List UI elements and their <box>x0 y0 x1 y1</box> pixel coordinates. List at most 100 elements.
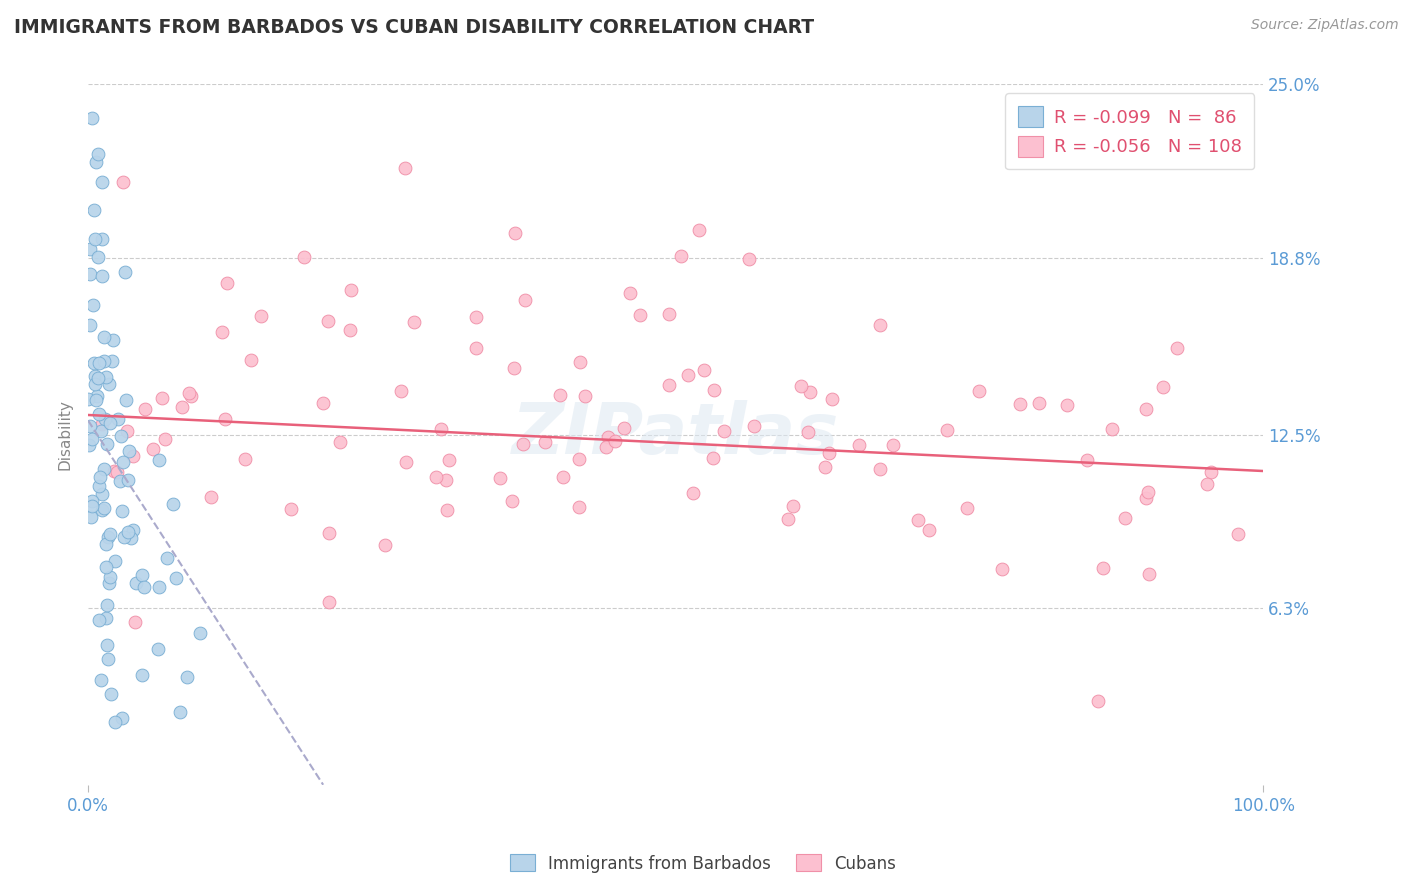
Point <box>464 310 486 324</box>
Legend: Immigrants from Barbados, Cubans: Immigrants from Barbados, Cubans <box>503 847 903 880</box>
Point <box>96 437 118 451</box>
Point <box>814 459 837 474</box>
Point <box>79 318 101 333</box>
Point <box>115 393 138 408</box>
Point <box>869 461 891 475</box>
Point <box>112 176 135 190</box>
Point <box>86 147 108 161</box>
Point <box>534 435 557 450</box>
Point <box>108 474 131 488</box>
Point <box>682 486 704 500</box>
Point <box>97 376 120 391</box>
Point <box>339 323 361 337</box>
Point <box>233 451 256 466</box>
Point <box>170 400 193 414</box>
Point <box>125 576 148 591</box>
Text: ZIPatlas: ZIPatlas <box>512 401 839 469</box>
Point <box>84 392 107 407</box>
Point <box>169 705 191 719</box>
Point <box>82 298 104 312</box>
Point <box>120 531 142 545</box>
Point <box>93 354 115 368</box>
Point <box>603 434 626 449</box>
Point <box>1227 527 1250 541</box>
Point <box>89 470 111 484</box>
Point <box>121 524 143 538</box>
Point <box>429 422 451 436</box>
Point <box>94 610 117 624</box>
Point <box>501 494 523 508</box>
Point <box>80 111 103 125</box>
Point <box>513 293 536 308</box>
Point <box>98 527 121 541</box>
Point <box>967 384 990 398</box>
Point <box>200 490 222 504</box>
Point <box>90 268 112 283</box>
Point <box>101 333 124 347</box>
Point <box>394 161 416 176</box>
Point <box>402 315 425 329</box>
Point <box>115 425 138 439</box>
Point <box>688 223 710 237</box>
Point <box>134 402 156 417</box>
Point <box>150 391 173 405</box>
Point <box>329 434 352 449</box>
Point <box>97 651 120 665</box>
Point <box>79 419 101 434</box>
Point <box>93 501 115 516</box>
Point <box>737 252 759 267</box>
Point <box>142 442 165 457</box>
Point <box>91 176 114 190</box>
Y-axis label: Disability: Disability <box>58 399 72 470</box>
Point <box>1076 453 1098 467</box>
Point <box>702 451 724 466</box>
Point <box>574 388 596 402</box>
Point <box>425 469 447 483</box>
Point <box>94 369 117 384</box>
Point <box>551 470 574 484</box>
Point <box>114 265 136 279</box>
Point <box>628 308 651 322</box>
Point <box>503 361 526 376</box>
Point <box>568 500 591 514</box>
Point <box>188 625 211 640</box>
Text: Source: ZipAtlas.com: Source: ZipAtlas.com <box>1251 18 1399 32</box>
Point <box>104 554 127 568</box>
Point <box>318 525 340 540</box>
Point <box>907 513 929 527</box>
Point <box>93 462 115 476</box>
Point <box>86 389 108 403</box>
Point <box>1056 399 1078 413</box>
Point <box>1101 422 1123 436</box>
Point <box>1087 694 1109 708</box>
Point <box>374 539 396 553</box>
Point <box>1166 341 1188 355</box>
Point <box>132 581 155 595</box>
Point <box>146 642 169 657</box>
Point <box>292 250 315 264</box>
Point <box>90 502 112 516</box>
Point <box>713 424 735 438</box>
Point <box>512 437 534 451</box>
Point <box>790 379 813 393</box>
Point <box>1152 380 1174 394</box>
Point <box>568 355 591 369</box>
Point <box>162 497 184 511</box>
Point <box>84 369 107 384</box>
Point <box>77 392 100 406</box>
Point <box>98 416 121 430</box>
Point <box>1114 511 1136 525</box>
Point <box>1195 476 1218 491</box>
Point <box>84 231 107 245</box>
Point <box>434 473 457 487</box>
Legend: R = -0.099   N =  86, R = -0.056   N = 108: R = -0.099 N = 86, R = -0.056 N = 108 <box>1005 94 1254 169</box>
Point <box>107 412 129 426</box>
Point <box>117 473 139 487</box>
Point <box>90 232 112 246</box>
Point <box>180 389 202 403</box>
Point <box>179 385 201 400</box>
Point <box>131 668 153 682</box>
Point <box>782 500 804 514</box>
Point <box>96 537 118 551</box>
Point <box>82 493 104 508</box>
